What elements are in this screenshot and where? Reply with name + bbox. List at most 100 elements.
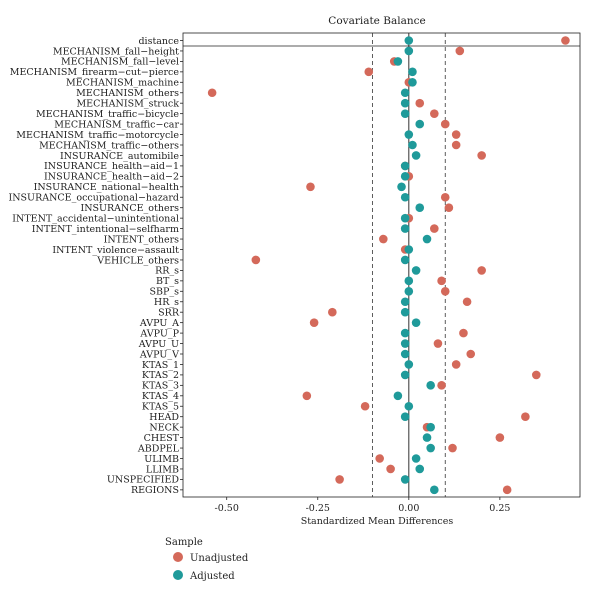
y-label-mechanism-fall-height: MECHANISM_fall−height [53, 46, 179, 57]
unadjusted-point-bt-s [437, 276, 446, 286]
adjusted-point-mechanism-fall-height [404, 46, 414, 56]
y-label-abdpel: ABDPEL [137, 443, 180, 454]
legend-title: Sample [165, 537, 203, 548]
x-tick-label: 0.25 [489, 503, 510, 514]
unadjusted-point-insurance-automibile [477, 151, 486, 160]
unadjusted-point-ktas-2 [531, 370, 541, 380]
unadjusted-point-mechanism-firearm-cut-pierce [364, 67, 374, 77]
y-label-rr-s: RR_s [155, 266, 179, 277]
x-axis-title: Standardized Mean Differences [301, 516, 454, 527]
y-label-srr: SRR [158, 308, 180, 319]
unadjusted-point-intent-others [379, 234, 388, 244]
y-label-llimb: LLIMB [146, 464, 179, 475]
adjusted-point-hr-s [400, 297, 410, 307]
y-label-mechanism-firearm-cut-pierce: MECHANISM_firearm−cut−pierce [10, 67, 180, 78]
y-label-intent-violence-assault: INTENT_violence−assault [52, 245, 179, 256]
adjusted-point-ktas-2 [400, 370, 410, 380]
unadjusted-point-srr [328, 307, 337, 317]
adjusted-point-sbp-s [404, 287, 414, 296]
adjusted-point-avpu-a [411, 318, 421, 327]
y-label-intent-accidental-unintentional: INTENT_accidental−unintentional [12, 213, 179, 224]
y-label-chest: CHEST [144, 433, 180, 444]
adjusted-point-mechanism-traffic-car [415, 119, 425, 129]
unadjusted-point-chest [495, 433, 505, 442]
adjusted-point-rr-s [411, 266, 421, 275]
adjusted-point-insurance-automibile [411, 151, 421, 160]
y-label-ktas-1: KTAS_1 [142, 360, 179, 371]
unadjusted-point-insurance-others [444, 203, 454, 212]
adjusted-point-intent-others [422, 234, 432, 244]
adjusted-point-insurance-national-health [397, 182, 406, 192]
y-label-ktas-5: KTAS_5 [142, 402, 179, 413]
unadjusted-point-unspecified [335, 475, 344, 484]
unadjusted-point-ulimb [375, 454, 384, 463]
unadjusted-point-head [521, 412, 530, 422]
x-tick-label: -0.50 [215, 503, 239, 514]
unadjusted-point-avpu-v [466, 349, 476, 359]
legend-unadjusted-label: Unadjusted [190, 553, 249, 564]
adjusted-point-mechanism-fall-level [393, 57, 403, 66]
adjusted-point-ktas-5 [404, 401, 414, 411]
adjusted-point-avpu-u [400, 339, 410, 348]
adjusted-point-regions [430, 485, 439, 495]
y-label-insurance-national-health: INSURANCE_national−health [34, 182, 179, 193]
adjusted-point-vehicle-others [400, 255, 410, 265]
adjusted-point-ktas-1 [404, 360, 414, 369]
adjusted-point-mechanism-traffic-motorcycle [404, 130, 414, 139]
unadjusted-point-avpu-a [309, 318, 319, 327]
adjusted-point-bt-s [404, 276, 414, 286]
unadjusted-point-insurance-occupational-hazard [440, 192, 450, 202]
y-label-avpu-u: AVPU_U [138, 339, 179, 350]
y-label-head: HEAD [149, 412, 179, 423]
y-label-bt-s: BT_s [156, 276, 179, 287]
unadjusted-point-hr-s [462, 297, 472, 307]
unadjusted-point-ktas-3 [437, 381, 446, 390]
unadjusted-point-vehicle-others [251, 255, 261, 265]
y-label-avpu-p: AVPU_P [139, 328, 179, 339]
y-label-insurance-health-aid-2: INSURANCE_health−aid−2 [44, 172, 179, 183]
adjusted-point-unspecified [400, 475, 410, 484]
y-label-unspecified: UNSPECIFIED [107, 475, 179, 486]
unadjusted-point-mechanism-traffic-car [440, 119, 450, 129]
unadjusted-point-ktas-4 [302, 391, 312, 401]
unadjusted-point-distance [561, 36, 570, 45]
legend-adjusted-marker [173, 570, 183, 580]
y-label-mechanism-traffic-car: MECHANISM_traffic−car [54, 119, 179, 130]
unadjusted-point-mechanism-struck [415, 98, 425, 108]
unadjusted-point-mechanism-others [207, 88, 217, 98]
y-label-mechanism-traffic-bicycle: MECHANISM_traffic−bicycle [36, 109, 179, 120]
adjusted-point-insurance-health-aid-2 [400, 172, 410, 181]
adjusted-point-insurance-others [415, 203, 425, 212]
threshold-lines [371, 33, 446, 497]
y-label-distance: distance [138, 36, 179, 47]
y-label-mechanism-machine: MECHANISM_machine [66, 78, 179, 89]
y-label-vehicle-others: VEHICLE_others [96, 255, 179, 266]
adjusted-point-avpu-v [400, 349, 410, 359]
plot-panel [182, 32, 581, 498]
adjusted-point-neck [426, 422, 435, 432]
adjusted-point-head [400, 412, 410, 422]
unadjusted-point-insurance-national-health [306, 182, 315, 192]
unadjusted-point-intent-intentional-selfharm [430, 224, 439, 233]
y-label-insurance-health-aid-1: INSURANCE_health−aid−1 [44, 161, 179, 172]
y-label-intent-others: INTENT_others [104, 234, 180, 245]
unadjusted-point-mechanism-traffic-motorcycle [451, 130, 461, 139]
y-label-mechanism-traffic-others: MECHANISM_traffic−others [39, 140, 179, 151]
y-label-sbp-s: SBP_s [149, 287, 179, 298]
unadjusted-point-llimb [386, 464, 395, 474]
y-label-avpu-v: AVPU_V [139, 349, 179, 360]
adjusted-point-distance [404, 36, 414, 45]
adjusted-point-mechanism-traffic-others [408, 140, 417, 150]
x-tick-label: -0.25 [306, 503, 330, 514]
y-label-intent-intentional-selfharm: INTENT_intentional−selfharm [32, 224, 179, 235]
adjusted-point-ktas-3 [426, 381, 435, 390]
y-label-ktas-2: KTAS_2 [142, 370, 179, 381]
adjusted-point-mechanism-firearm-cut-pierce [408, 67, 417, 77]
unadjusted-point-rr-s [477, 266, 486, 275]
x-tick-label: 0.00 [398, 503, 419, 514]
adjusted-point-chest [422, 433, 432, 442]
unadjusted-point-ktas-1 [451, 360, 461, 369]
y-label-insurance-occupational-hazard: INSURANCE_occupational−hazard [8, 193, 179, 204]
y-label-insurance-others: INSURANCE_others [80, 203, 179, 214]
